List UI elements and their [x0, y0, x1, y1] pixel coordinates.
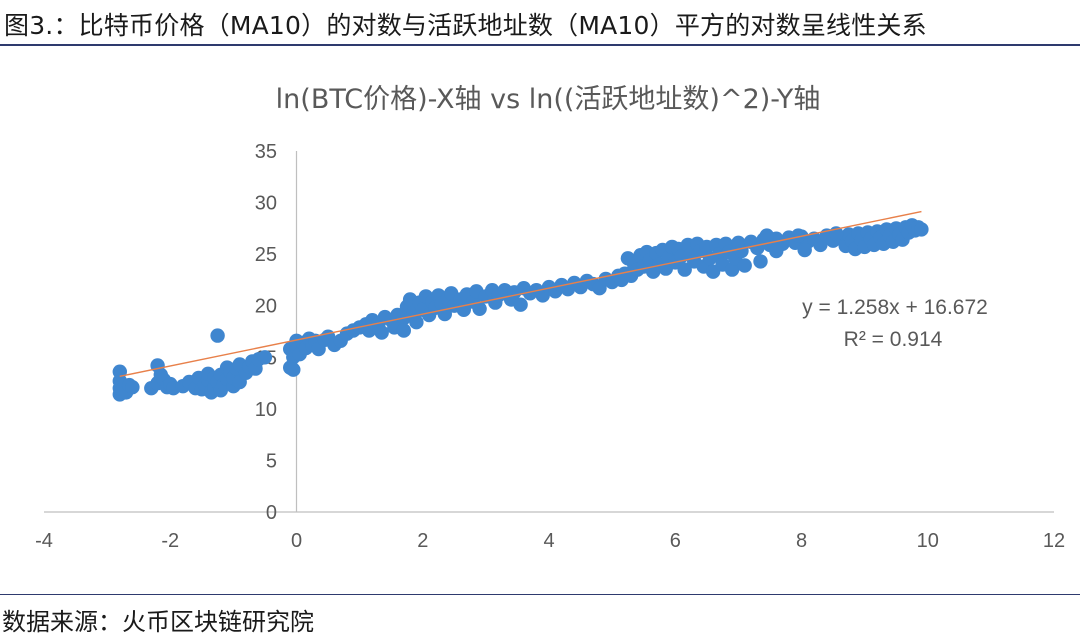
- y-tick-label: 10: [255, 399, 277, 421]
- data-point: [753, 254, 768, 269]
- y-tick-label: 5: [266, 450, 277, 472]
- data-point: [759, 228, 774, 243]
- y-tick-label: 25: [255, 244, 277, 266]
- data-point: [724, 262, 740, 277]
- y-tick-labels: 05101520253035: [255, 141, 277, 524]
- y-tick-label: 0: [266, 502, 277, 524]
- x-tick-label: -4: [35, 530, 53, 552]
- scatter-chart: ln(BTC价格)-X轴 vs ln((活跃地址数)^2)-Y轴 0510152…: [35, 84, 1065, 552]
- data-point: [677, 262, 692, 277]
- x-tick-labels: -4 -2 0 2 4 6 8 10 12: [35, 530, 1065, 552]
- x-tick-label: 8: [796, 530, 807, 552]
- x-tick-label: -2: [161, 530, 179, 552]
- data-point: [257, 350, 273, 365]
- x-tick-label: 10: [917, 530, 939, 552]
- source-rule: [0, 594, 1080, 595]
- figure-caption: 图3.：比特币价格（MA10）的对数与活跃地址数（MA10）平方的对数呈线性关系: [4, 11, 927, 40]
- x-tick-label: 6: [670, 530, 681, 552]
- x-tick-label: 4: [543, 530, 554, 552]
- y-tick-label: 30: [255, 193, 277, 215]
- data-point: [286, 362, 301, 377]
- trendline: [119, 210, 922, 378]
- data-point: [769, 243, 784, 259]
- data-point: [791, 228, 806, 243]
- data-point: [797, 242, 812, 258]
- x-tick-label: 12: [1043, 530, 1065, 552]
- chart-title: ln(BTC价格)-X轴 vs ln((活跃地址数)^2)-Y轴: [276, 84, 821, 115]
- x-tick-label: 2: [417, 530, 428, 552]
- data-point: [914, 222, 929, 237]
- data-point: [472, 301, 487, 316]
- caption-rule: [0, 44, 1080, 46]
- data-point: [409, 315, 424, 330]
- data-point: [125, 380, 140, 395]
- chart-axes: [44, 151, 1054, 513]
- data-point: [513, 297, 528, 312]
- data-points: [112, 218, 929, 402]
- data-point: [737, 258, 752, 273]
- r-squared-label: R² = 0.914: [844, 328, 943, 351]
- data-point: [112, 364, 128, 379]
- y-tick-label: 35: [255, 141, 277, 163]
- trendline-equation: y = 1.258x + 16.672: [802, 296, 988, 319]
- data-point: [210, 328, 225, 343]
- data-source: 数据来源：火币区块链研究院: [2, 608, 314, 636]
- x-tick-label: 0: [291, 530, 302, 552]
- data-point: [374, 325, 389, 340]
- data-point: [396, 323, 411, 338]
- y-tick-label: 20: [255, 296, 277, 318]
